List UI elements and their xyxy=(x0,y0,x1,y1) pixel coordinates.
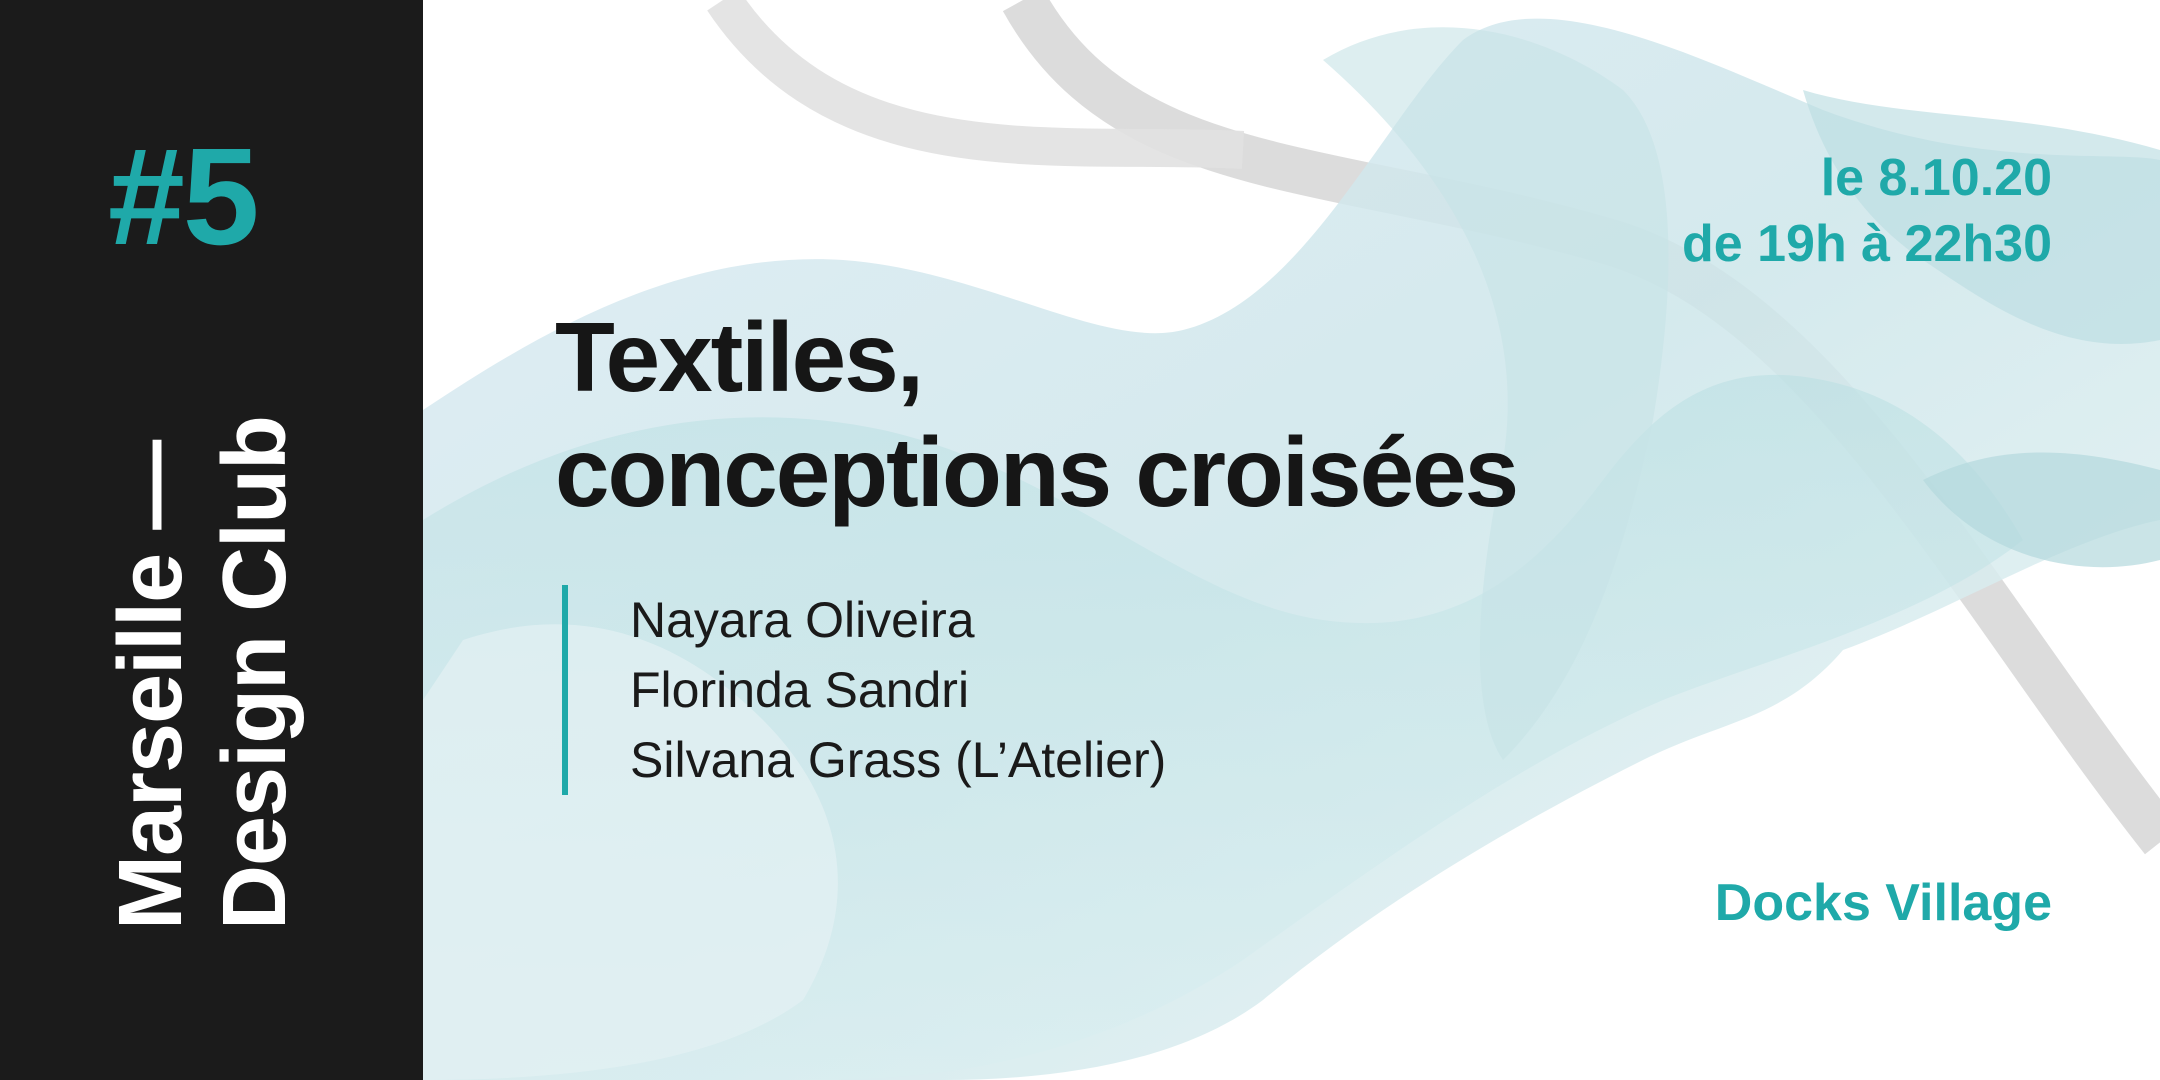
event-title-line1: Textiles, xyxy=(555,302,924,412)
edition-number: #5 xyxy=(108,120,259,274)
event-venue: Docks Village xyxy=(1714,874,2052,932)
speaker-list: Nayara Oliveira Florinda Sandri Silvana … xyxy=(562,585,1166,795)
event-title: Textiles, conceptions croisées xyxy=(555,300,1519,529)
fabric-fold-2 xyxy=(1323,27,1669,760)
speaker-name: Nayara Oliveira xyxy=(630,592,975,648)
club-name: Marseille — Design Club xyxy=(100,416,307,930)
club-name-line1: Marseille — xyxy=(101,440,201,930)
event-date: le 8.10.20 xyxy=(1820,149,2052,207)
speaker-name: Silvana Grass (L’Atelier) xyxy=(630,732,1167,788)
event-title-line2: conceptions croisées xyxy=(555,416,1519,527)
grey-swoosh-arc xyxy=(707,0,1245,169)
fabric-fold-5 xyxy=(423,624,838,1080)
fabric-backdrop xyxy=(423,0,2160,1080)
event-time: de 19h à 22h30 xyxy=(1682,215,2052,273)
club-name-line2: Design Club xyxy=(204,415,305,930)
sidebar-panel: #5 Marseille — Design Club xyxy=(0,0,423,1080)
event-datetime: le 8.10.20 de 19h à 22h30 xyxy=(1682,145,2052,277)
fabric-fold-4 xyxy=(1923,452,2160,568)
speaker-name: Florinda Sandri xyxy=(630,662,970,718)
fabric-fold-3 xyxy=(1803,90,2160,344)
